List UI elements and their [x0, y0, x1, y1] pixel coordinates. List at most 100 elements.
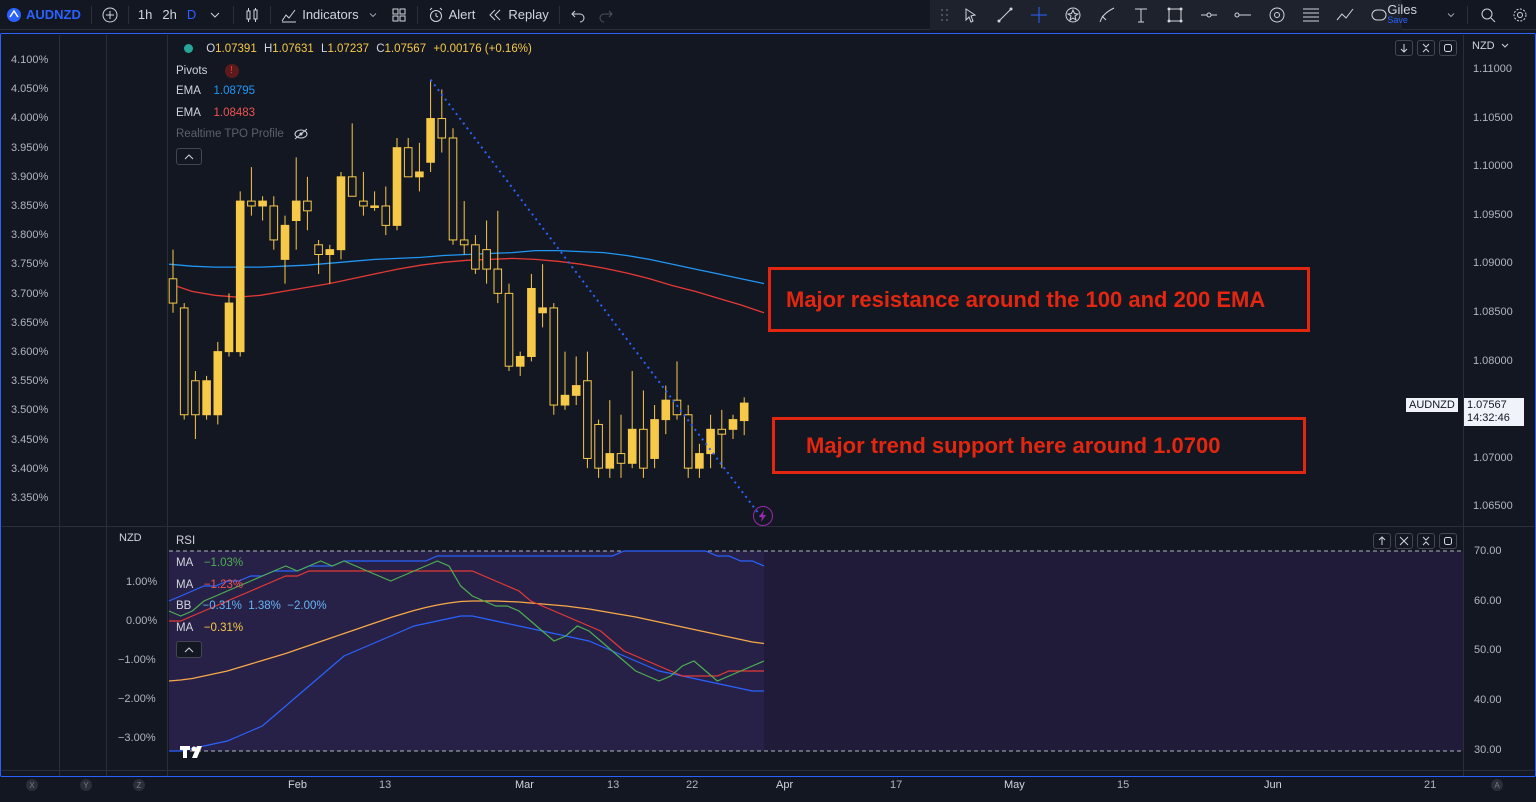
currency-selector[interactable]: NZD — [1472, 40, 1509, 52]
crosshair-tool[interactable] — [1022, 0, 1056, 30]
fib-tool[interactable] — [1294, 0, 1328, 30]
percent-tick-label: 4.000% — [11, 112, 49, 125]
left-scale-empty-1[interactable] — [61, 35, 107, 776]
rsi-percent-tick-label: −3.00% — [118, 732, 156, 744]
time-tick-label: 13 — [607, 779, 620, 791]
candle-body — [459, 239, 469, 246]
right-price-scale[interactable] — [1463, 35, 1534, 776]
drag-handle[interactable] — [936, 0, 954, 30]
candle — [426, 79, 435, 172]
gear-icon — [1513, 8, 1527, 22]
support-annotation[interactable]: Major trend support here around 1.0700 — [772, 417, 1306, 474]
measure-tool[interactable] — [1158, 0, 1192, 30]
candle-body — [235, 200, 245, 353]
ema-slow-legend[interactable]: EMA 1.08483 — [176, 107, 255, 119]
rsi-bb-legend[interactable]: BB −0.31% 1.38% −2.00% — [176, 600, 327, 612]
chevron-down-icon — [210, 12, 220, 18]
pivots-legend[interactable]: Pivots ! — [176, 64, 239, 78]
axis-corner-button[interactable]: Z — [133, 779, 145, 791]
candle-body — [258, 200, 267, 207]
target-tool[interactable] — [1260, 0, 1294, 30]
collapse-rsi-pane-button[interactable] — [1417, 533, 1435, 549]
move-down-button[interactable] — [1395, 40, 1413, 56]
rsi-background-band — [169, 551, 1463, 751]
pivots-label: Pivots — [176, 65, 208, 78]
tpo-legend[interactable]: Realtime TPO Profile — [176, 128, 309, 140]
candle — [605, 400, 615, 478]
timeframe-1h[interactable]: 1h — [137, 7, 153, 22]
cursor-tool[interactable] — [954, 0, 988, 30]
arrow-down-icon — [1400, 44, 1408, 53]
close-pane-button[interactable] — [1395, 533, 1413, 549]
collapse-rsi-legend-button[interactable] — [176, 641, 202, 658]
candle-body — [527, 288, 536, 357]
replay-button[interactable]: Replay — [481, 0, 554, 30]
rsi-ma1-legend[interactable]: MA −1.03% — [176, 557, 243, 569]
rsi-bb-values: −0.31% 1.38% −2.00% — [202, 600, 327, 612]
rsi-ma2-legend[interactable]: MA −1.23% — [176, 579, 243, 591]
indicators-button[interactable]: Indicators — [275, 0, 384, 30]
user-menu[interactable]: Giles Save — [1387, 0, 1463, 30]
tpo-label: Realtime TPO Profile — [176, 128, 284, 141]
text-tool[interactable] — [1124, 0, 1158, 30]
candle — [538, 264, 547, 328]
move-up-button[interactable] — [1373, 533, 1391, 549]
candle — [650, 405, 659, 469]
search-button[interactable] — [1472, 0, 1504, 30]
candle — [381, 186, 391, 236]
horizontal-line-tool[interactable] — [1226, 0, 1260, 30]
axis-corner-button[interactable]: X — [26, 779, 38, 791]
rsi-title[interactable]: RSI — [176, 535, 196, 547]
maximize-rsi-pane-button[interactable] — [1439, 533, 1457, 549]
rsi-percent-tick-label: −2.00% — [118, 693, 156, 705]
rsi-bb-fill — [169, 551, 764, 751]
symbol-search[interactable]: AUDNZD — [0, 0, 87, 30]
compare-button[interactable] — [96, 0, 124, 30]
timeframe-dropdown[interactable] — [201, 0, 229, 30]
redo-button[interactable] — [592, 0, 620, 30]
candle — [627, 371, 637, 469]
rsi-ma3-legend[interactable]: MA −0.31% — [176, 622, 243, 634]
right-toolbar: Giles Save — [1387, 0, 1536, 30]
cursor-icon — [965, 8, 977, 23]
tradingview-logo[interactable] — [179, 744, 207, 760]
axis-corner-button[interactable]: A — [1491, 779, 1503, 791]
collapse-legend-button[interactable] — [176, 148, 202, 165]
trendline-tool[interactable] — [988, 0, 1022, 30]
chart-type-button[interactable] — [238, 0, 266, 30]
candle — [527, 273, 536, 362]
pattern-tool[interactable] — [1056, 0, 1090, 30]
collapse-pane-button[interactable] — [1417, 40, 1435, 56]
pane-separator[interactable] — [2, 526, 1534, 527]
ema-fast-label: EMA — [176, 85, 201, 97]
candle — [583, 351, 592, 469]
brush-tool[interactable] — [1090, 0, 1124, 30]
maximize-pane-button[interactable] — [1439, 40, 1457, 56]
candle-body — [347, 176, 357, 197]
candle — [224, 293, 234, 357]
candle — [683, 405, 693, 478]
resistance-annotation-text: Major resistance around the 100 and 200 … — [786, 286, 1266, 312]
rsi-ma3-label: MA — [176, 622, 193, 634]
ema-fast-legend[interactable]: EMA 1.08795 — [176, 85, 255, 97]
horizontal-ray-tool[interactable] — [1192, 0, 1226, 30]
candle — [571, 356, 581, 406]
left-scale-percent[interactable] — [2, 35, 60, 776]
path-tool[interactable] — [1328, 0, 1362, 30]
timeframe-d[interactable]: D — [186, 7, 197, 22]
crosshair-icon — [1031, 7, 1047, 23]
event-marker[interactable] — [753, 506, 773, 526]
candle — [359, 171, 368, 216]
resistance-annotation[interactable]: Major resistance around the 100 and 200 … — [768, 267, 1310, 332]
undo-button[interactable] — [564, 0, 592, 30]
candle-body — [269, 205, 279, 241]
callout-tool[interactable] — [1362, 0, 1396, 30]
alert-button[interactable]: Alert — [422, 0, 482, 30]
axis-corner-button[interactable]: Y — [80, 779, 92, 791]
timeframe-2h[interactable]: 2h — [162, 7, 177, 22]
left-scale-empty-2[interactable] — [108, 35, 168, 776]
time-axis-separator — [2, 770, 1534, 771]
templates-button[interactable] — [385, 0, 413, 30]
settings-button[interactable] — [1504, 0, 1536, 30]
